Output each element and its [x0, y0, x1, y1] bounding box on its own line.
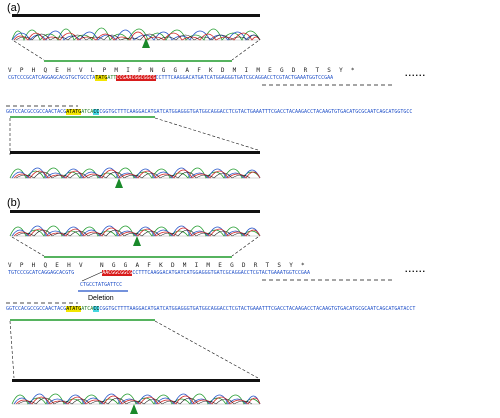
dashed-b1-right	[231, 236, 259, 257]
panel-b-seq2: GGTCCACGCCGCCAACTACGATATGATCACCCGGTGCTTT…	[6, 306, 415, 313]
a-seq1-pre: CGTCCCGCATCAGGAGCACGTGCTGCCTA	[8, 75, 96, 81]
a-seq2-cyan: CC	[93, 109, 100, 115]
trace-b1	[9, 210, 261, 258]
panel-b-aa-row2: N G G A F K D M I M E G D R T S Y *	[100, 262, 307, 269]
trace-a2-black	[15, 171, 251, 179]
panel-a-dots: ......	[405, 68, 427, 78]
dashed-a2-right	[154, 117, 259, 151]
panel-b-seq1: TGTCCCGCATCAGGAGCACGTG AACGGCGGCGCCTTTCAA…	[8, 270, 310, 277]
b-seq2-post: CGGTGCTTTTAAGGACATGATCATGGAGGGTGATGGCAGG…	[99, 306, 416, 312]
a-seq2-pre: GGTCCACGCCGCCAACTACG	[6, 109, 67, 115]
panel-b-lines	[6, 271, 395, 379]
panel-b-label: (b)	[7, 197, 21, 209]
trace-a2-bar	[10, 151, 260, 154]
b-seq2-cyan: CC	[93, 306, 100, 312]
b-seq1-pre: TGTCCCGCATCAGGAGCACGTG	[8, 270, 75, 276]
b-seq2-pre: GGTCCACGCCGCCAACTACG	[6, 306, 67, 312]
trace-b2	[11, 379, 261, 414]
panel-a-seq1: CGTCCCGCATCAGGAGCACGTGCTGCCTATATGATTCCGA…	[8, 75, 333, 82]
dashed-a1-right	[231, 40, 259, 61]
trace-a1	[11, 14, 261, 62]
panel-a-aa-row: V P H Q E H V L P M I P N G G A F K D M …	[8, 67, 357, 74]
panel-b-aa-row1: V P H Q E H V	[8, 262, 85, 269]
marker-a2-triangle	[115, 178, 123, 188]
a-seq2-mid: ATCA	[81, 109, 94, 115]
a-seq1-red: CCGAACGGCGGCG	[116, 75, 156, 81]
trace-b2-bar	[12, 379, 260, 382]
b-seq2-mid: ATCA	[81, 306, 94, 312]
marker-a1-triangle	[142, 38, 150, 48]
a-seq1-yellow: TATG	[95, 75, 108, 81]
trace-b2-black	[17, 397, 253, 405]
deletion-seq: CTGCCTATGATTCC	[80, 282, 123, 288]
marker-b2-triangle	[130, 404, 138, 414]
trace-b1-bar	[10, 210, 260, 213]
panel-a-lines	[6, 84, 395, 155]
trace-a1-red	[13, 31, 261, 41]
dashed-b1-left	[11, 236, 45, 257]
trace-a2	[9, 151, 261, 188]
panel-b-dots: ......	[405, 264, 427, 274]
b-seq2-yellow: ATATG	[66, 306, 82, 312]
a-seq1-post: CCTTTCAAGGACATGATCATGGAGGGTGATCGCAGGACCT…	[155, 75, 334, 81]
a-seq1-mid: ATT	[107, 75, 117, 81]
marker-b1-triangle	[133, 236, 141, 246]
a-seq2-post: CGGTGCTTTCAAGGACATGATCATGGAGGGTGATGGCAGG…	[99, 109, 413, 115]
deletion-connector	[81, 271, 103, 282]
b-seq1-post: CCTTTCAAGGACATGATCATGGAGGGTGATCGCAGGACCT…	[132, 270, 310, 276]
dashed-b2-left	[9, 320, 15, 379]
trace-b1-black	[15, 229, 251, 237]
panel-a-label: (a)	[7, 2, 21, 14]
panel-a-seq2: GGTCCACGCCGCCAACTACGATATGATCACCCGGTGCTTT…	[6, 109, 412, 116]
a-seq2-yellow: ATATG	[66, 109, 82, 115]
trace-b2-blue	[13, 393, 261, 405]
dashed-a1-left	[13, 40, 45, 61]
b-seq1-red: AACGGCGGCG	[102, 270, 133, 276]
trace-a1-bar	[12, 14, 260, 17]
dashed-b2-right	[154, 320, 259, 379]
deletion-label: Deletion	[88, 295, 114, 302]
